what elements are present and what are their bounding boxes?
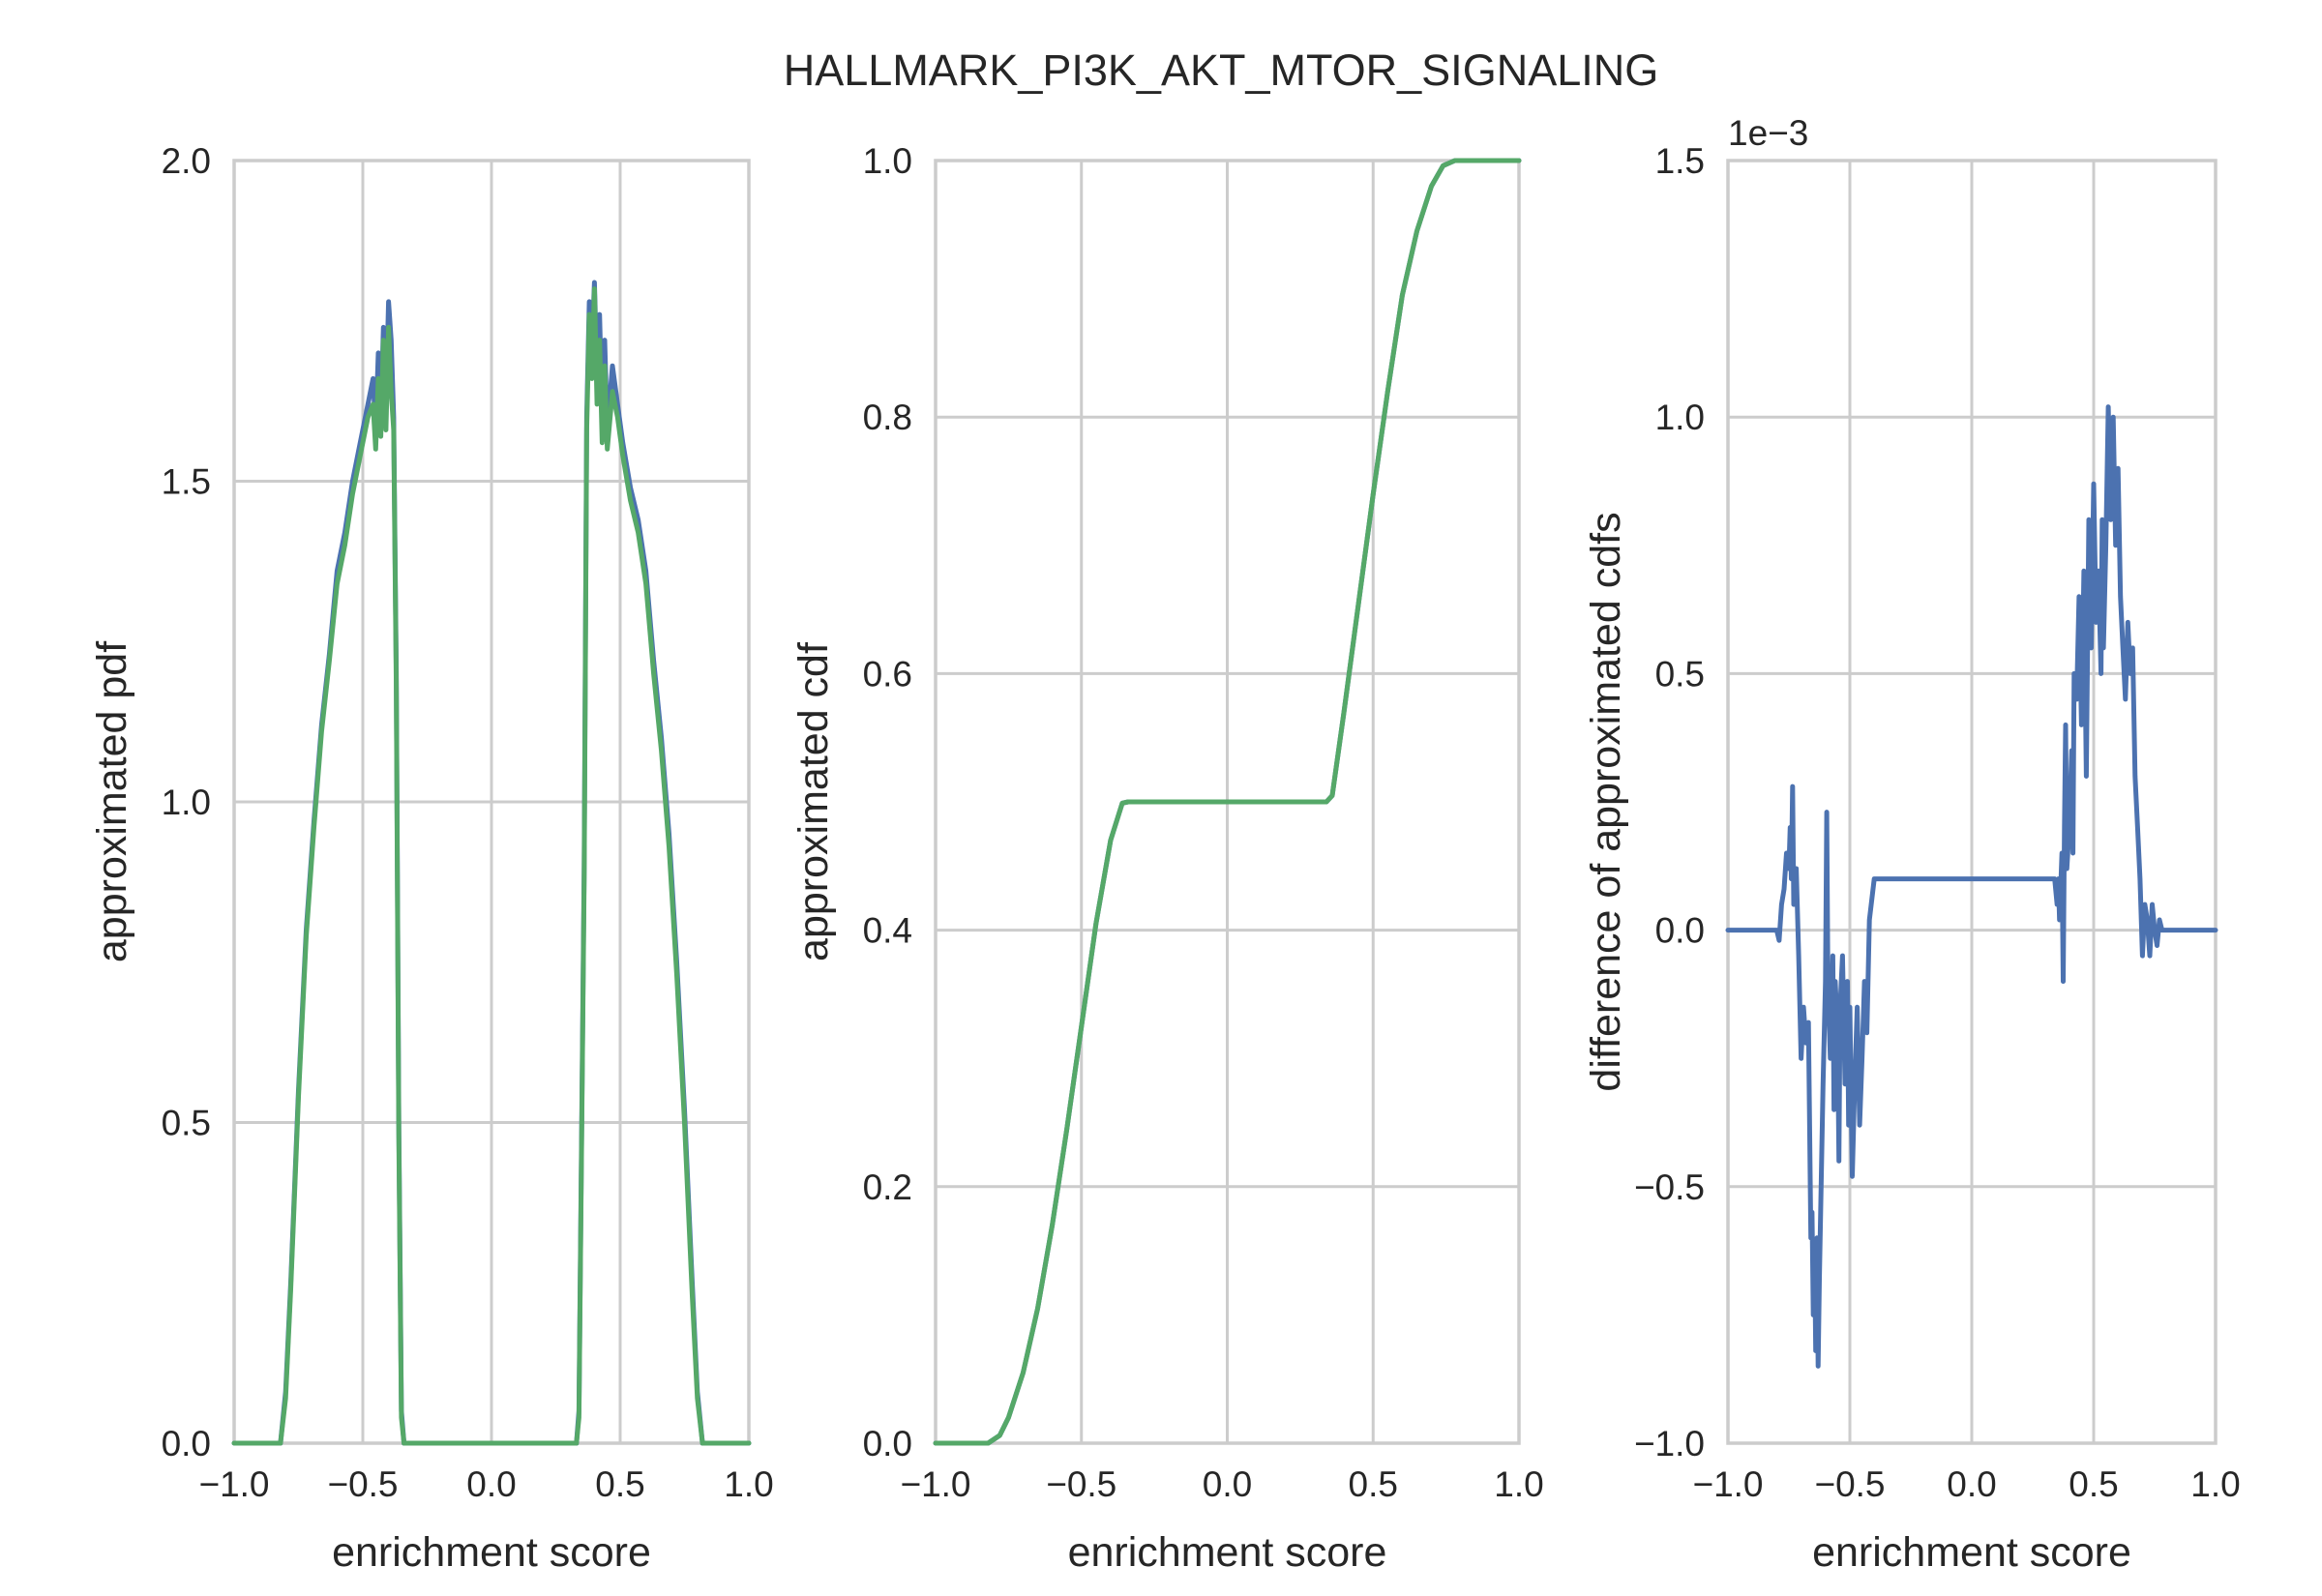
cdf-x-tick-label: −1.0 — [900, 1464, 970, 1504]
cdf-axes-frame — [934, 159, 1521, 1445]
pdf-panel: −1.0 −0.5 0.0 0.5 1.0 0.0 0.5 1.0 1.5 2.0 enrichme… — [89, 141, 774, 1576]
cdf-y-tick-label: 0.4 — [863, 911, 912, 951]
pdf-x-tick-label: 0.5 — [595, 1464, 644, 1504]
diff-axes-frame — [1726, 159, 2218, 1445]
pdf-y-tick-label: 0.5 — [162, 1104, 211, 1143]
pdf-y-tick-label: 0.0 — [162, 1424, 211, 1463]
cdf-y-tick-label: 0.0 — [863, 1424, 912, 1463]
cdf-x-tick-label: 0.0 — [1203, 1464, 1252, 1504]
cdf-y-tick-label: 0.2 — [863, 1167, 912, 1207]
diff-x-tick-label: 0.0 — [1947, 1464, 1996, 1504]
cdf-y-tick-label: 0.8 — [863, 398, 912, 437]
diff-y-tick-label: −0.5 — [1634, 1167, 1705, 1207]
diff-offset-label: 1e−3 — [1728, 113, 1808, 153]
diff-y-tick-label: 0.5 — [1655, 654, 1705, 694]
diff-x-tick-label: 1.0 — [2190, 1464, 2240, 1504]
pdf-y-tick-label: 1.5 — [162, 462, 211, 502]
cdf-y-axis-label: approximated cdf — [790, 641, 837, 961]
cdf-x-axis-label: enrichment score — [1068, 1529, 1387, 1576]
diff-x-axis-label: enrichment score — [1812, 1529, 2131, 1576]
cdf-x-tick-label: 0.5 — [1349, 1464, 1398, 1504]
pdf-x-tick-label: 1.0 — [724, 1464, 773, 1504]
cdf-y-tick-label: 1.0 — [863, 141, 912, 181]
pdf-x-axis-label: enrichment score — [332, 1529, 651, 1576]
diff-x-tick-label: −0.5 — [1814, 1464, 1885, 1504]
diff-x-tick-label: −1.0 — [1692, 1464, 1763, 1504]
pdf-series-1-line — [231, 286, 752, 1446]
pdf-y-tick-label: 1.0 — [162, 783, 211, 822]
diff-y-tick-label: 1.5 — [1655, 141, 1705, 181]
cdf-x-tick-label: −0.5 — [1046, 1464, 1116, 1504]
diff-series-0-line — [1725, 404, 2218, 1369]
figure-title: HALLMARK_PI3K_AKT_MTOR_SIGNALING — [784, 45, 1658, 95]
cdf-y-tick-label: 0.6 — [863, 654, 912, 694]
diff-x-tick-label: 0.5 — [2069, 1464, 2118, 1504]
diff-y-axis-label: difference of approximated cdfs — [1583, 512, 1629, 1091]
pdf-x-tick-label: 0.0 — [466, 1464, 516, 1504]
pdf-x-tick-label: −0.5 — [327, 1464, 398, 1504]
cdf-x-tick-label: 1.0 — [1494, 1464, 1543, 1504]
diff-y-tick-label: −1.0 — [1634, 1424, 1705, 1463]
cdf-difference-panel: −1.0 −0.5 0.0 0.5 1.0 −1.0 −0.5 0.0 0.5 1.0 1.5 enr… — [1583, 113, 2241, 1576]
pdf-x-tick-label: −1.0 — [198, 1464, 269, 1504]
diff-y-tick-label: 1.0 — [1655, 398, 1705, 437]
diff-y-tick-label: 0.0 — [1655, 911, 1705, 951]
pdf-y-tick-label: 2.0 — [162, 141, 211, 181]
pdf-y-axis-label: approximated pdf — [89, 640, 135, 962]
cdf-series-1-line — [933, 158, 1522, 1446]
cdf-panel: −1.0 −0.5 0.0 0.5 1.0 0.0 0.2 0.4 0.6 0.8 1.0 enric… — [790, 141, 1544, 1576]
